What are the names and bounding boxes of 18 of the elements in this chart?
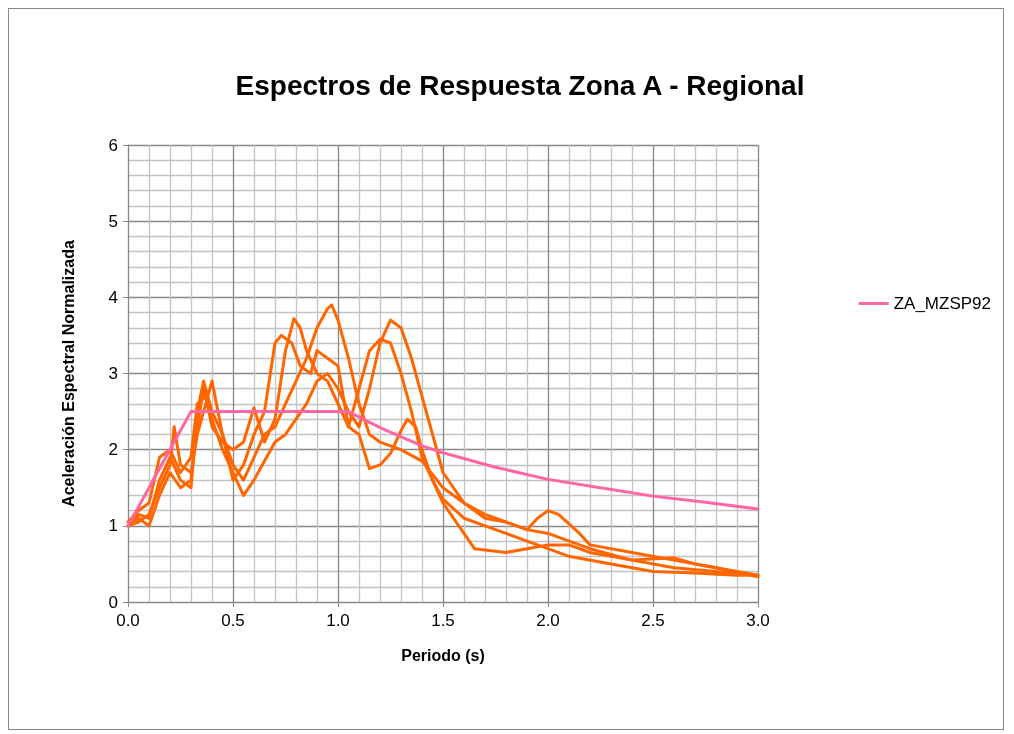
x-tick-label: 1.0 [326, 611, 350, 630]
y-tick-label: 3 [108, 364, 118, 383]
chart-title: Espectros de Respuesta Zona A - Regional [235, 69, 805, 101]
x-tick-label: 2.0 [536, 611, 560, 630]
y-axis-title: Aceleración Espectral Normalizada [59, 240, 77, 507]
x-tick-label: 0.0 [116, 611, 140, 630]
x-axis-title: Periodo (s) [401, 646, 485, 664]
x-tick-label: 3.0 [746, 611, 770, 630]
x-tick-label: 2.5 [641, 611, 665, 630]
y-tick-label: 6 [108, 135, 118, 155]
x-tick-label: 1.5 [431, 611, 455, 630]
y-tick-label: 4 [108, 287, 118, 307]
x-tick-label: 0.5 [221, 611, 245, 630]
y-tick-label: 5 [108, 211, 118, 231]
y-tick-label: 2 [108, 440, 118, 460]
legend-label: ZA_MZSP92 [893, 294, 991, 313]
y-tick-label: 1 [108, 516, 118, 536]
y-tick-label: 0 [108, 592, 118, 612]
